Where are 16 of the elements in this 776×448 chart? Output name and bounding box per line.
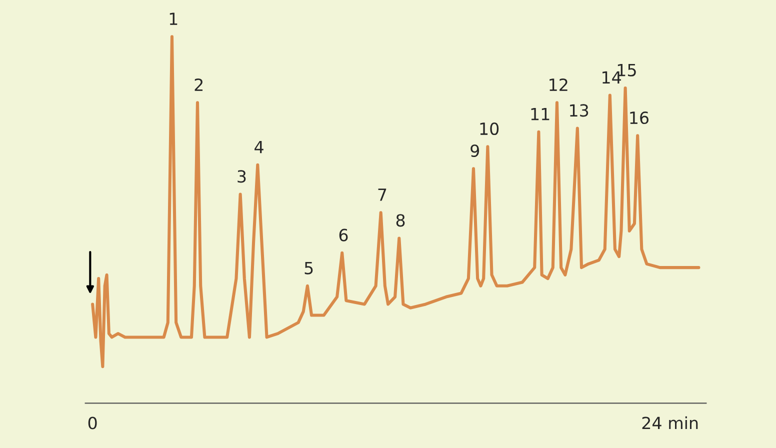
annotation: 16 bbox=[630, 111, 649, 124]
annotation: 3 bbox=[238, 170, 246, 183]
annotation: 1 bbox=[170, 12, 178, 25]
annotation: 5 bbox=[304, 262, 313, 274]
annotation: 2 bbox=[194, 78, 203, 91]
annotation: 9 bbox=[470, 144, 479, 158]
annotation: 12 bbox=[550, 78, 568, 91]
x-tick-label: 0 bbox=[88, 416, 97, 430]
annotation: 6 bbox=[339, 228, 348, 242]
annotation: 13 bbox=[570, 104, 588, 117]
annotation: 11 bbox=[531, 108, 550, 120]
annotation: 4 bbox=[254, 140, 264, 154]
x-tick-label: 24 min bbox=[642, 416, 698, 430]
annotation: 7 bbox=[378, 188, 386, 201]
annotation: 8 bbox=[396, 214, 405, 227]
annotation: 10 bbox=[480, 122, 499, 136]
